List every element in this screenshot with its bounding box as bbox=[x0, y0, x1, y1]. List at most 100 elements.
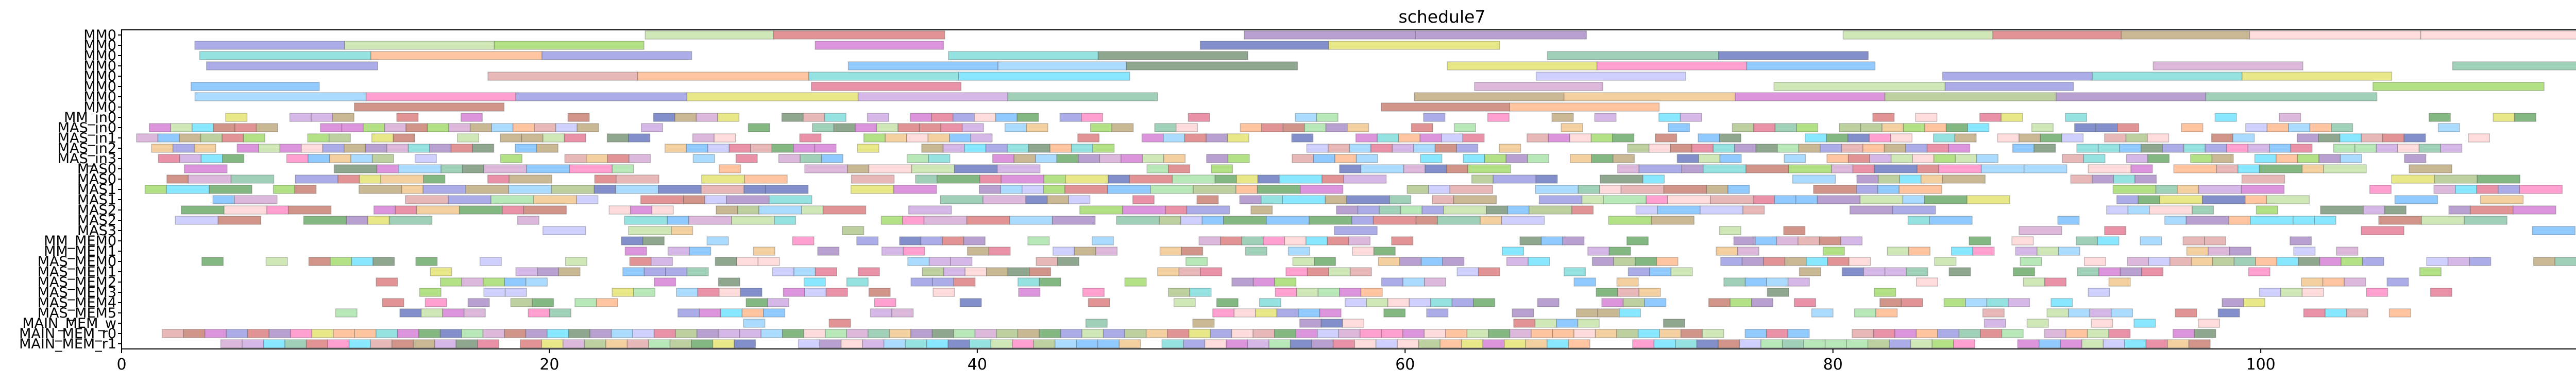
y-tick-label: MAS1 bbox=[77, 182, 116, 198]
task-bar bbox=[1680, 113, 1702, 122]
task-bar bbox=[2155, 185, 2178, 194]
task-bar bbox=[1279, 174, 1323, 184]
task-bar bbox=[692, 133, 715, 143]
task-bar bbox=[1733, 236, 1756, 245]
task-bar bbox=[569, 164, 613, 173]
task-bar bbox=[1282, 123, 1305, 132]
task-bar bbox=[868, 329, 890, 338]
task-bar bbox=[564, 133, 586, 143]
task-bar bbox=[2023, 277, 2045, 287]
task-bar bbox=[1670, 144, 1692, 153]
task-bar bbox=[335, 308, 358, 318]
task-bar bbox=[1261, 195, 1283, 204]
task-bar bbox=[772, 267, 794, 276]
task-bar bbox=[520, 339, 543, 348]
task-bar bbox=[1840, 236, 1863, 245]
task-bar bbox=[717, 113, 740, 122]
task-bar bbox=[1720, 257, 1743, 266]
task-bar bbox=[533, 195, 577, 204]
task-bar bbox=[880, 216, 903, 225]
task-bar bbox=[1739, 339, 1761, 348]
task-bar bbox=[1903, 123, 1925, 132]
task-bar bbox=[2190, 154, 2213, 163]
task-bar bbox=[2361, 133, 2383, 143]
task-bar bbox=[1373, 247, 1396, 256]
task-bar bbox=[1192, 319, 1215, 328]
task-bar bbox=[1793, 298, 1816, 307]
task-bar bbox=[728, 144, 751, 153]
task-bar bbox=[430, 267, 452, 276]
task-bar bbox=[1198, 236, 1221, 245]
task-bar bbox=[1984, 319, 2006, 328]
task-bar bbox=[739, 329, 761, 338]
task-bar bbox=[2074, 123, 2096, 132]
task-bar bbox=[1028, 144, 1050, 153]
task-bar bbox=[1313, 154, 1335, 163]
task-bar bbox=[1723, 277, 1746, 287]
task-bar bbox=[2266, 195, 2310, 204]
task-bar bbox=[1899, 174, 1922, 184]
task-bar bbox=[821, 154, 843, 163]
task-bar bbox=[1391, 236, 1414, 245]
task-bar bbox=[997, 61, 1127, 71]
task-bar bbox=[953, 277, 976, 287]
task-bar bbox=[1622, 298, 1645, 307]
y-tick-label: MM_MEM1 bbox=[44, 243, 116, 259]
task-bar bbox=[1402, 277, 1425, 287]
task-bar bbox=[1349, 144, 1371, 153]
task-bar bbox=[1573, 329, 1596, 338]
task-bar bbox=[1753, 195, 1775, 204]
task-bar bbox=[2361, 226, 2404, 235]
task-bar bbox=[931, 113, 954, 122]
task-bar bbox=[675, 329, 698, 338]
task-bar bbox=[266, 205, 289, 215]
task-bar bbox=[2060, 339, 2082, 348]
task-bar bbox=[477, 339, 500, 348]
task-bar bbox=[242, 339, 264, 348]
y-tick-label: MAS_MEM1 bbox=[38, 264, 116, 280]
task-bar bbox=[1577, 319, 1600, 328]
task-bar bbox=[1635, 205, 1658, 215]
task-bar bbox=[567, 113, 590, 122]
task-bar bbox=[1571, 205, 1594, 215]
task-bar bbox=[804, 288, 827, 297]
task-bar bbox=[1628, 267, 1650, 276]
task-bar bbox=[1241, 236, 1264, 245]
task-bar bbox=[1846, 339, 1869, 348]
task-bar bbox=[172, 144, 195, 153]
task-bar bbox=[1777, 144, 1800, 153]
task-bar bbox=[1548, 133, 1570, 143]
task-bar bbox=[783, 288, 805, 297]
task-bar bbox=[234, 123, 257, 132]
task-bar bbox=[1933, 133, 1956, 143]
task-bar bbox=[502, 205, 524, 215]
task-bar bbox=[1231, 277, 1254, 287]
task-bar bbox=[483, 288, 506, 297]
task-bar bbox=[2493, 113, 2515, 122]
task-bar bbox=[2421, 216, 2465, 225]
task-bar bbox=[576, 195, 599, 204]
task-bar bbox=[181, 205, 225, 215]
task-bar bbox=[716, 205, 738, 215]
task-bar bbox=[605, 339, 628, 348]
task-bar bbox=[1513, 319, 1536, 328]
task-bar bbox=[923, 216, 968, 225]
task-bar bbox=[961, 123, 984, 132]
task-bar bbox=[1716, 247, 1738, 256]
task-bar bbox=[1884, 92, 2057, 101]
task-bar bbox=[654, 277, 676, 287]
task-bar bbox=[704, 195, 727, 204]
task-bar bbox=[287, 205, 332, 215]
task-bar bbox=[771, 144, 794, 153]
task-bar bbox=[911, 164, 955, 173]
task-bar bbox=[1370, 144, 1393, 153]
y-tick-label: MAIN_MEM_r0 bbox=[19, 326, 116, 342]
task-bar bbox=[1612, 133, 1635, 143]
task-bar bbox=[161, 329, 184, 338]
task-bar bbox=[2333, 144, 2355, 153]
task-bar bbox=[2279, 113, 2301, 122]
task-bar bbox=[183, 329, 206, 338]
task-bar bbox=[1081, 113, 1104, 122]
task-bar bbox=[1025, 195, 1048, 204]
task-bar bbox=[2076, 144, 2099, 153]
